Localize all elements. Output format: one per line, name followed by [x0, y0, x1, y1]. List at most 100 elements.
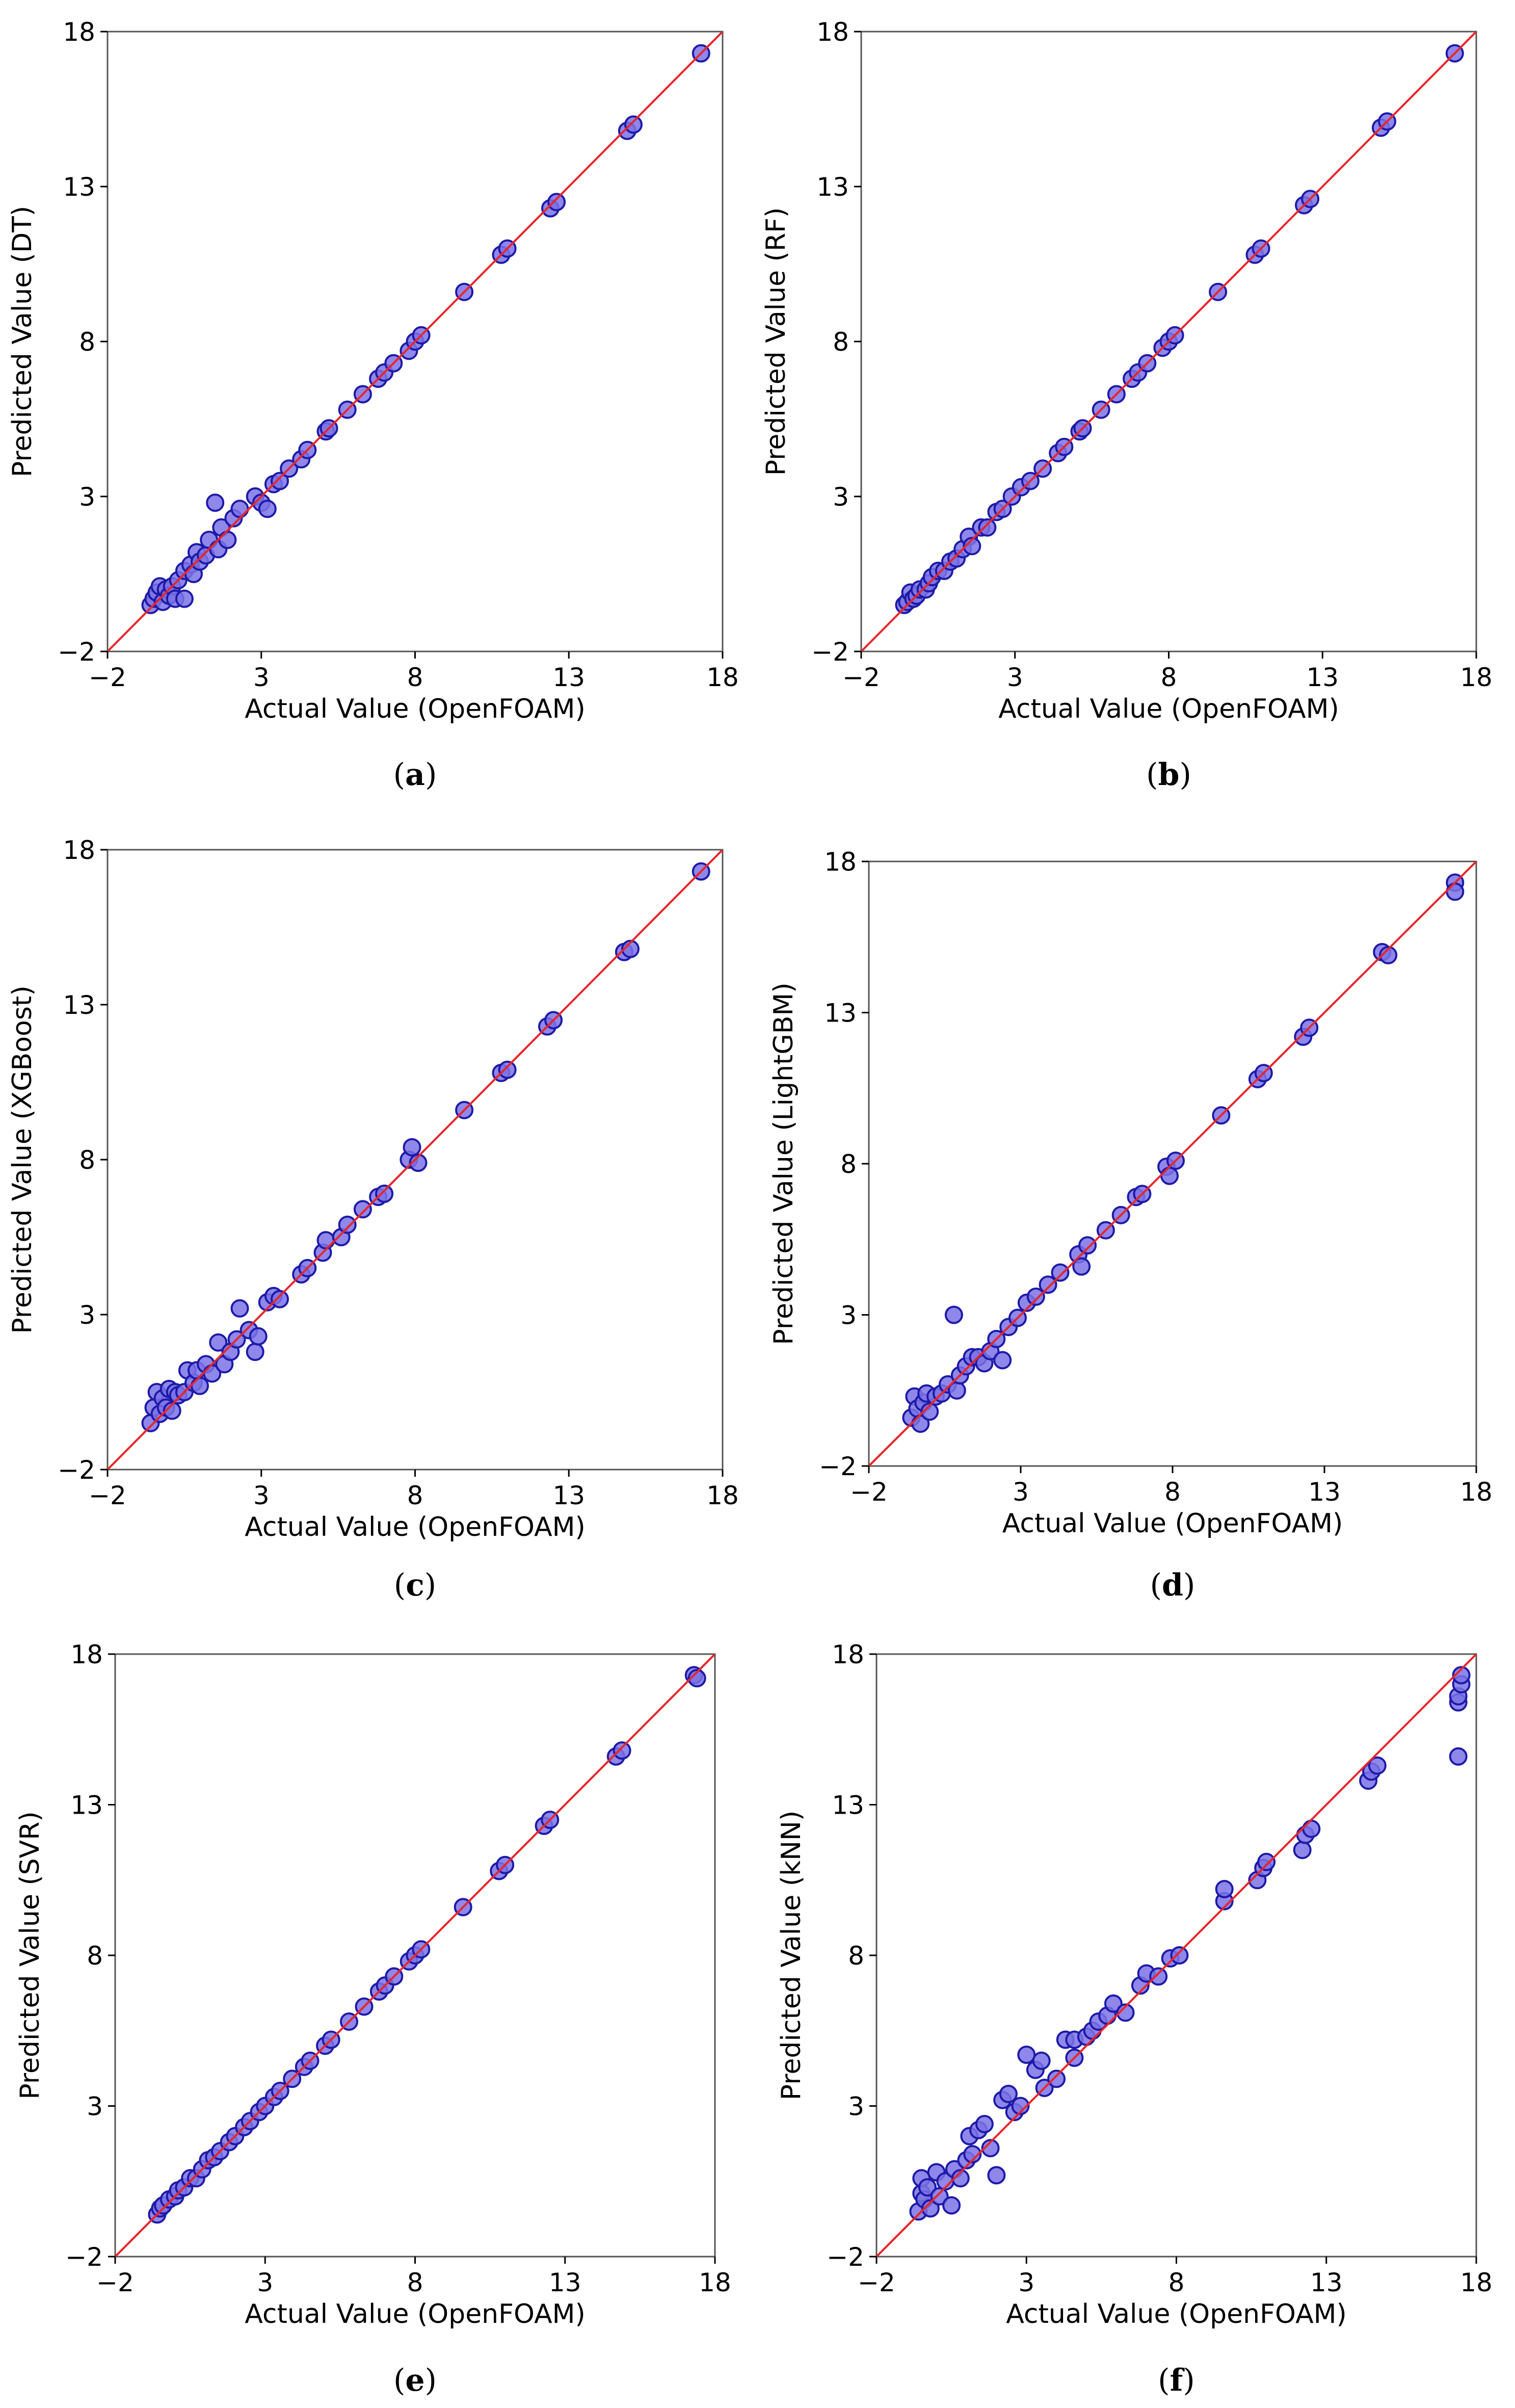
y-tick-label: 18 [824, 847, 857, 877]
data-point [999, 2084, 1018, 2103]
x-tick-label: 3 [253, 1481, 270, 1510]
data-point [687, 1669, 706, 1688]
caption-letter: d [1162, 1567, 1183, 1603]
data-point [246, 1343, 264, 1361]
data-point [963, 537, 981, 556]
data-point [993, 1351, 1012, 1370]
data-point [981, 2139, 1000, 2158]
data-point [218, 531, 237, 549]
x-tick-label: 18 [699, 2268, 731, 2297]
data-point [1149, 1967, 1168, 1986]
panel-d: −2 3 8 13 18 −2 3 8 13 18 Actual Value (OpenFOAM) P… [768, 847, 1493, 1603]
reference-line [876, 1654, 1476, 2257]
data-point [944, 1305, 963, 1324]
data-point [209, 1333, 228, 1352]
panel-caption: (e) [393, 2363, 437, 2398]
y-axis-label: Predicted Value (RF) [761, 207, 791, 476]
data-point [1170, 1946, 1189, 1965]
data-point [613, 1741, 631, 1760]
reference-line [108, 32, 723, 651]
y-tick-label: 3 [79, 482, 95, 512]
x-tick-label: 8 [1164, 1477, 1181, 1507]
y-tick-label: 3 [840, 1301, 857, 1330]
x-tick-label: 8 [1168, 2268, 1185, 2297]
data-point [271, 472, 289, 490]
data-point [1160, 1166, 1179, 1185]
y-tick-label: −2 [58, 1455, 95, 1485]
data-point [1051, 1263, 1070, 1282]
y-tick-label: 8 [79, 1145, 95, 1175]
x-tick-label: 18 [706, 663, 739, 692]
y-tick-label: 8 [833, 327, 849, 357]
y-tick-label: 13 [816, 172, 849, 202]
x-tick-label: 8 [407, 663, 423, 692]
data-point [942, 2196, 961, 2215]
data-point [1215, 1880, 1234, 1898]
data-point [498, 1060, 517, 1079]
y-axis-label: Predicted Value (kNN) [776, 1811, 807, 2100]
y-tick-label: 18 [63, 835, 95, 865]
x-axis-label: Actual Value (OpenFOAM) [245, 2299, 586, 2330]
y-tick-label: 13 [832, 1791, 864, 1820]
data-point [271, 1290, 289, 1308]
panel-f: −2 3 8 13 18 −2 3 8 13 18 Actual Value (OpenFOAM) P… [776, 1640, 1493, 2398]
data-point [1293, 1841, 1312, 1860]
x-tick-label: 13 [549, 2268, 581, 2297]
data-point [1026, 1287, 1045, 1306]
caption-letter: c [406, 1567, 424, 1603]
data-point [987, 2166, 1006, 2185]
x-tick-label: 13 [1310, 2268, 1343, 2297]
data-point [978, 518, 997, 537]
y-axis-label: Predicted Value (LightGBM) [768, 982, 799, 1345]
x-tick-label: 8 [1161, 663, 1177, 692]
data-point [175, 589, 194, 608]
x-tick-label: 8 [407, 1481, 423, 1510]
data-point [1072, 1257, 1091, 1276]
x-tick-label: 13 [552, 663, 585, 692]
y-axis-label: Predicted Value (XGBoost) [7, 985, 38, 1333]
caption-letter: a [405, 757, 425, 793]
x-axis-label: Actual Value (OpenFOAM) [245, 694, 586, 724]
x-axis-label: Actual Value (OpenFOAM) [1006, 2299, 1347, 2330]
y-tick-label: 18 [816, 17, 849, 47]
panel-caption: (c) [394, 1567, 436, 1603]
y-tick-label: −2 [58, 637, 95, 667]
x-tick-label: 8 [407, 2268, 423, 2297]
data-point [1257, 1852, 1276, 1871]
reference-line [861, 32, 1476, 651]
x-tick-label: 3 [1018, 2268, 1034, 2297]
data-point [1368, 1756, 1387, 1775]
x-axis-label: Actual Value (OpenFOAM) [245, 1512, 586, 1542]
panel-c: −2 3 8 13 18 −2 3 8 13 18 Actual Value (OpenFOAM) P… [7, 835, 739, 1603]
x-tick-label: −2 [89, 663, 126, 692]
y-tick-label: 3 [848, 2092, 864, 2122]
data-point [1039, 1275, 1057, 1294]
x-tick-label: 3 [257, 2268, 273, 2297]
y-tick-label: 3 [87, 2092, 103, 2122]
data-point [1011, 2097, 1030, 2115]
x-tick-label: 18 [1460, 1477, 1493, 1507]
x-tick-label: 13 [552, 1481, 585, 1510]
caption-letter: e [405, 2363, 424, 2398]
data-point [918, 2178, 937, 2197]
data-point [403, 1138, 421, 1157]
x-tick-label: 3 [1013, 1477, 1029, 1507]
y-axis-label: Predicted Value (DT) [7, 206, 38, 477]
data-point [975, 2115, 994, 2133]
data-point [258, 500, 277, 518]
y-tick-label: 8 [87, 1941, 103, 1971]
x-axis-label: Actual Value (OpenFOAM) [1002, 1508, 1343, 1539]
y-tick-label: 13 [824, 999, 857, 1028]
y-tick-label: 3 [79, 1300, 95, 1330]
reference-line [869, 861, 1476, 1466]
x-tick-label: 18 [1460, 663, 1493, 692]
y-tick-label: 18 [832, 1640, 864, 1669]
panel-b: −2 3 8 13 18 −2 3 8 13 18 Actual Value (OpenFOAM) P… [761, 17, 1493, 793]
x-tick-label: 3 [1007, 663, 1023, 692]
y-tick-label: −2 [65, 2242, 103, 2272]
data-point [1047, 2070, 1066, 2088]
points-group [902, 873, 1465, 1433]
data-point [163, 1401, 181, 1420]
data-point [249, 1327, 268, 1346]
